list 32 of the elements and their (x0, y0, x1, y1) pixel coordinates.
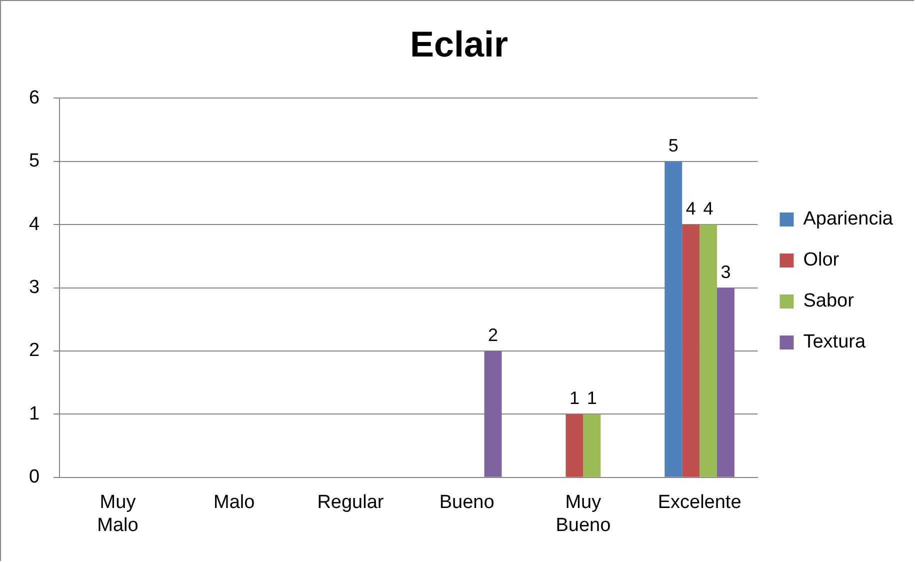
chart-title: Eclair (410, 24, 508, 65)
data-label: 1 (586, 388, 597, 408)
bar (566, 414, 584, 477)
data-label: 4 (686, 198, 696, 219)
x-tick-label: Excelente (658, 492, 742, 514)
data-label: 1 (569, 388, 580, 408)
y-tick-label: 2 (28, 340, 40, 362)
x-tick-label: Regular (317, 492, 384, 514)
data-label: 2 (488, 324, 498, 345)
data-label: 4 (703, 198, 714, 219)
data-label: 5 (668, 135, 678, 156)
y-tick-label: 0 (28, 466, 40, 488)
y-tick-label: 3 (28, 277, 40, 298)
legend-label: Sabor (803, 290, 855, 312)
y-tick-label: 4 (28, 214, 40, 235)
legend-label: Textura (803, 332, 866, 353)
bar (682, 224, 700, 477)
x-tick-label: Malo (214, 492, 255, 514)
bar (583, 414, 601, 477)
bar (700, 224, 717, 477)
y-tick-label: 1 (28, 403, 40, 424)
bar (664, 161, 682, 477)
bar (717, 288, 734, 477)
legend-label: Olor (803, 250, 840, 271)
y-tick-label: 5 (28, 150, 40, 172)
bar (484, 351, 502, 477)
x-tick-label: Bueno (439, 492, 494, 514)
x-tick-label: Muy Bueno (556, 492, 611, 536)
legend-label: Apariencia (803, 208, 894, 230)
data-label: 3 (720, 262, 731, 282)
x-tick-label: Muy Malo (97, 492, 138, 536)
y-tick-label: 6 (28, 87, 40, 108)
